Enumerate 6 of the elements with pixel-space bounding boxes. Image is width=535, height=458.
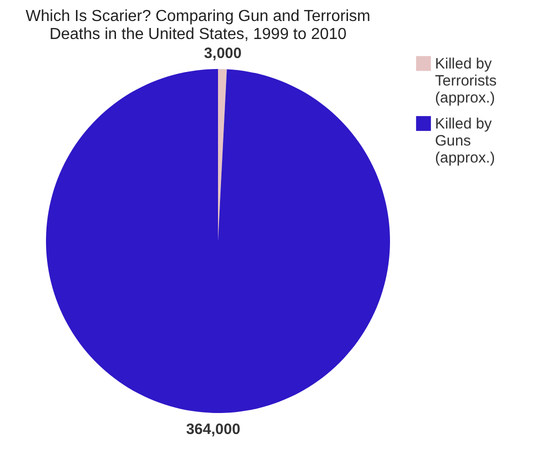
legend-label: Killed by Terrorists (approx.) xyxy=(435,56,497,106)
data-label: 364,000 xyxy=(186,420,240,438)
chart-title: Which Is Scarier? Comparing Gun and Terrorism Deaths in the United States, 1999 to 2010 xyxy=(26,8,370,44)
legend-label: Killed by Guns (approx.) xyxy=(435,116,496,166)
data-label: 3,000 xyxy=(204,45,242,62)
pie-slice xyxy=(46,69,390,413)
